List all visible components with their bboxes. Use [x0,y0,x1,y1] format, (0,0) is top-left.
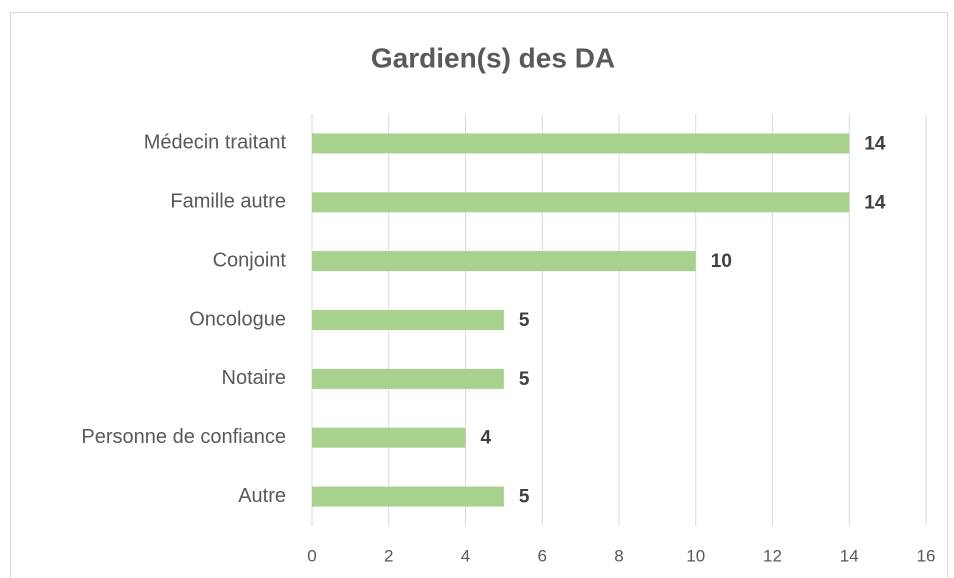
chart-border [10,12,948,578]
bar [312,486,504,507]
x-tick-label: 10 [686,546,705,565]
bar [312,310,504,330]
x-tick-label: 4 [461,546,470,565]
x-tick-label: 14 [840,546,859,565]
chart-title: Gardien(s) des DA [371,42,615,73]
y-tick-label: Médecin traitant [144,132,287,154]
x-tick-label: 2 [384,546,393,565]
value-label: 14 [864,192,886,213]
bar [312,427,466,448]
value-label: 5 [519,369,530,390]
value-label: 5 [519,310,530,331]
y-tick-label: Famille autre [170,191,286,213]
y-tick-label: Personne de confiance [81,426,286,448]
value-label: 14 [864,133,886,154]
y-tick-label: Conjoint [213,249,287,271]
y-tick-label: Autre [238,485,286,507]
value-label: 4 [481,428,492,449]
value-label: 10 [711,251,732,272]
bar [312,133,850,154]
bar [312,192,850,213]
x-tick-label: 16 [917,546,936,565]
y-tick-label: Oncologue [189,308,286,330]
x-tick-label: 8 [614,546,623,565]
y-tick-label: Notaire [222,367,286,389]
bar [312,368,504,389]
value-label: 5 [519,487,530,508]
x-tick-label: 0 [307,546,316,565]
x-tick-label: 6 [538,546,547,565]
x-tick-label: 12 [763,546,782,565]
bar [312,251,696,272]
